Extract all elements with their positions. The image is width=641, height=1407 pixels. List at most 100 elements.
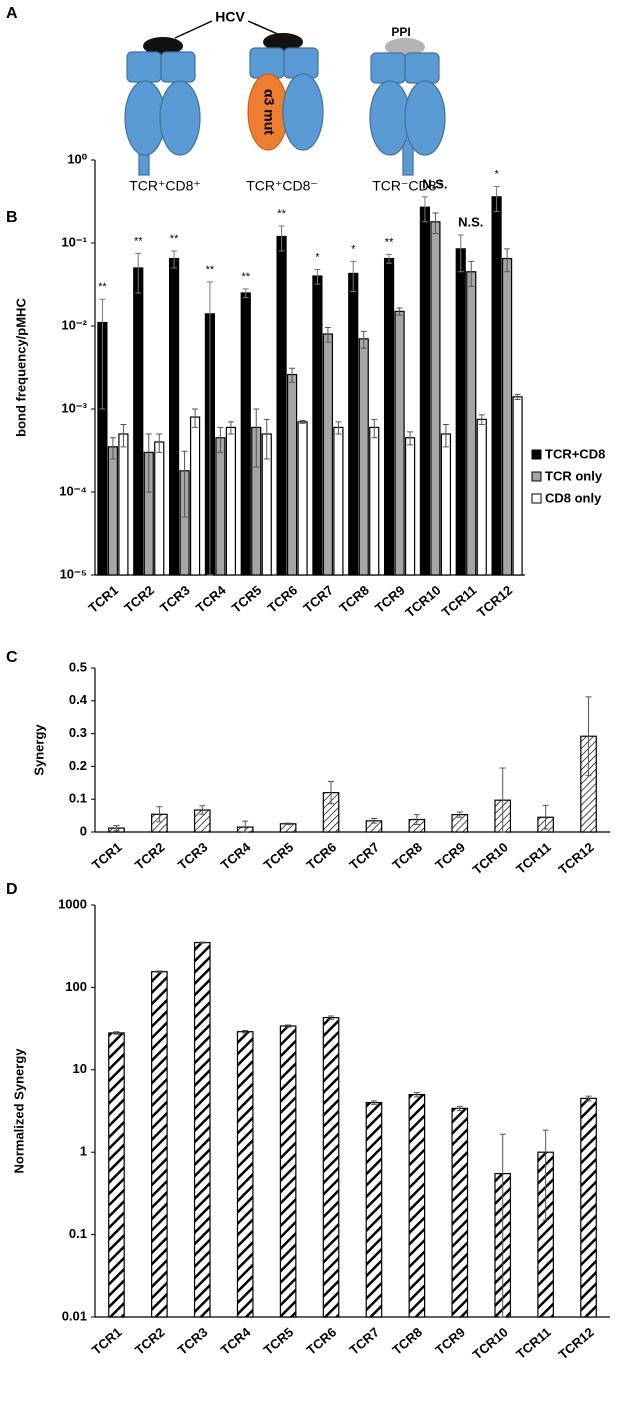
diagram: A HCV α3 mut PPI TCR⁺CD8⁺ TCR⁺CD8⁻ TCR⁻C… bbox=[6, 5, 446, 194]
bar bbox=[225, 426, 237, 576]
ligand bbox=[263, 33, 303, 51]
x-tick-label: TCR10 bbox=[470, 1324, 511, 1362]
x-tick-label: TCR3 bbox=[175, 1324, 211, 1357]
significance: ** bbox=[241, 271, 250, 283]
y-tick-label: 10⁻⁵ bbox=[60, 566, 87, 581]
error-bar bbox=[285, 822, 292, 825]
error-bar bbox=[504, 248, 511, 273]
error-bar bbox=[156, 970, 163, 973]
construct-label: TCR⁺CD8⁻ bbox=[246, 178, 318, 194]
error-bar bbox=[199, 805, 206, 815]
y-tick-label: 1 bbox=[80, 1144, 87, 1159]
error-bar bbox=[156, 433, 163, 453]
x-tick-label: TCR6 bbox=[304, 1324, 340, 1357]
error-bar bbox=[192, 408, 199, 428]
bar bbox=[404, 437, 416, 576]
x-tick-label: TCR1 bbox=[85, 582, 121, 615]
error-bar bbox=[99, 298, 106, 410]
x-tick-label: TCR7 bbox=[300, 582, 336, 615]
y-tick-label: 1000 bbox=[58, 896, 87, 911]
significance: * bbox=[351, 243, 356, 255]
x-tick-label: TCR2 bbox=[132, 839, 168, 872]
error-bar bbox=[514, 393, 521, 401]
x-tick-label: TCR7 bbox=[346, 1324, 382, 1357]
bar bbox=[466, 271, 477, 576]
y-tick-label: 0.1 bbox=[69, 791, 87, 806]
error-bar bbox=[585, 1095, 592, 1102]
error-bar bbox=[171, 250, 178, 269]
bar bbox=[312, 275, 323, 576]
error-bar bbox=[499, 1133, 506, 1318]
bar bbox=[118, 433, 129, 576]
x-tick-label: TCR5 bbox=[261, 1324, 297, 1357]
error-bar bbox=[113, 824, 120, 832]
bar bbox=[151, 971, 168, 1318]
bar bbox=[369, 426, 380, 576]
error-bar bbox=[457, 234, 464, 273]
error-bar bbox=[442, 424, 449, 448]
panel-letter: A bbox=[6, 5, 18, 22]
bar bbox=[580, 1097, 597, 1318]
error-bar bbox=[156, 806, 163, 823]
bar bbox=[476, 418, 487, 576]
bar bbox=[276, 235, 287, 576]
error-bar bbox=[278, 225, 285, 252]
error-bar bbox=[324, 326, 331, 343]
significance: ** bbox=[277, 208, 286, 220]
bar bbox=[193, 941, 211, 1318]
error-bar bbox=[585, 696, 592, 777]
bar bbox=[189, 416, 201, 576]
y-tick-label: 0.4 bbox=[69, 692, 88, 707]
bar bbox=[408, 1094, 426, 1318]
error-bar bbox=[360, 330, 367, 349]
y-tick-label: 10⁻³ bbox=[61, 400, 87, 415]
error-bar bbox=[413, 1092, 420, 1098]
error-bar bbox=[181, 450, 188, 518]
legend-swatch bbox=[531, 449, 542, 460]
bar bbox=[365, 1101, 383, 1318]
error-bar bbox=[370, 1100, 377, 1105]
x-tick-label: TCR8 bbox=[336, 582, 372, 615]
bar bbox=[451, 1107, 469, 1318]
bar bbox=[107, 446, 119, 576]
significance: * bbox=[494, 168, 499, 180]
error-bar bbox=[227, 421, 234, 435]
connector bbox=[174, 20, 213, 39]
error-bar bbox=[328, 780, 335, 805]
bar bbox=[419, 206, 431, 576]
error-bar bbox=[263, 418, 270, 460]
y-tick-label: 10⁰ bbox=[67, 151, 87, 166]
significance: * bbox=[315, 251, 320, 263]
significance: ** bbox=[385, 236, 394, 248]
x-tick-label: TCR12 bbox=[555, 839, 596, 877]
error-bar bbox=[478, 414, 485, 426]
error-bar bbox=[145, 433, 152, 493]
y-tick-label: 100 bbox=[65, 979, 87, 994]
error-bar bbox=[499, 767, 506, 833]
bar bbox=[154, 441, 165, 576]
y-tick-label: 0.2 bbox=[69, 758, 87, 773]
x-tick-label: TCR11 bbox=[513, 1324, 554, 1362]
x-tick-label: TCR4 bbox=[218, 839, 254, 873]
y-tick-label: 10⁻² bbox=[61, 317, 87, 332]
error-bar bbox=[386, 253, 393, 264]
x-tick-label: TCR12 bbox=[474, 582, 515, 620]
construct-label: TCR⁻CD8⁺ bbox=[372, 178, 444, 194]
significance: ** bbox=[206, 264, 215, 276]
bar bbox=[322, 333, 334, 576]
error-bar bbox=[542, 1129, 549, 1221]
y-tick-label: 10 bbox=[73, 1061, 87, 1076]
construct-label: TCR⁺CD8⁺ bbox=[129, 178, 201, 194]
mutation-label: α3 mut bbox=[261, 89, 277, 135]
y-tick-label: 0.5 bbox=[69, 659, 87, 674]
x-tick-label: TCR1 bbox=[89, 1324, 125, 1357]
x-tick-label: TCR2 bbox=[132, 1324, 168, 1357]
domain bbox=[249, 47, 285, 79]
error-bar bbox=[314, 268, 321, 285]
error-bar bbox=[468, 260, 475, 287]
error-bar bbox=[432, 212, 439, 235]
x-tick-label: TCR4 bbox=[193, 582, 229, 616]
x-tick-label: TCR2 bbox=[121, 582, 157, 615]
x-tick-label: TCR9 bbox=[372, 582, 408, 615]
